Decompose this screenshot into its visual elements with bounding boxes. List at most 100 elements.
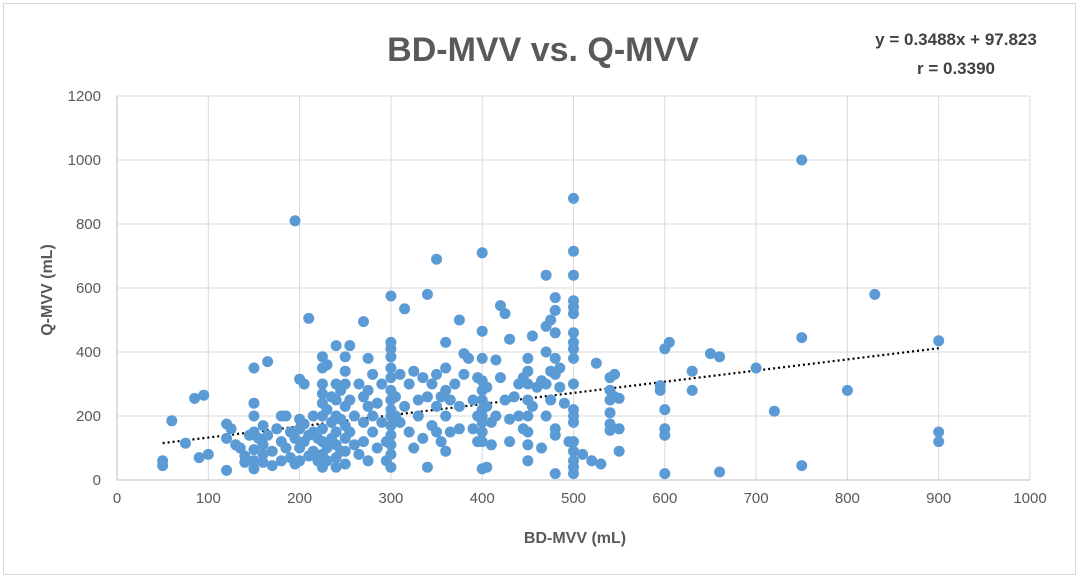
data-point xyxy=(554,362,566,374)
data-point xyxy=(714,351,726,363)
data-point xyxy=(408,365,420,377)
data-point xyxy=(522,455,534,467)
data-point xyxy=(412,410,424,422)
data-point xyxy=(568,468,579,480)
data-point xyxy=(444,394,456,406)
data-point xyxy=(549,327,561,339)
data-point xyxy=(348,439,360,451)
data-point xyxy=(540,410,552,422)
data-point xyxy=(522,426,534,438)
x-tick-label: 300 xyxy=(378,490,403,507)
data-point xyxy=(613,445,625,457)
data-point xyxy=(522,410,534,422)
data-point xyxy=(663,336,675,348)
data-point xyxy=(613,423,625,435)
data-point xyxy=(344,426,356,438)
data-point xyxy=(371,442,383,454)
data-point xyxy=(403,426,415,438)
data-point xyxy=(221,432,233,444)
data-point xyxy=(339,365,351,377)
data-point xyxy=(431,426,443,438)
y-tick-label: 600 xyxy=(76,280,101,297)
data-point xyxy=(568,343,579,355)
data-point xyxy=(526,330,538,342)
data-point xyxy=(408,442,420,454)
data-point xyxy=(504,436,516,448)
data-point xyxy=(458,368,470,380)
data-point xyxy=(280,442,292,454)
data-point xyxy=(933,426,945,438)
data-point xyxy=(841,384,853,396)
data-point xyxy=(549,429,561,441)
trendline-equation: y = 0.3488x + 97.823 xyxy=(875,30,1037,49)
data-point xyxy=(568,378,579,390)
data-point xyxy=(367,426,379,438)
data-point xyxy=(248,463,260,475)
x-tick-label: 400 xyxy=(470,490,495,507)
data-point xyxy=(316,423,328,435)
data-point xyxy=(526,400,538,412)
data-point xyxy=(750,362,762,374)
data-point xyxy=(453,400,465,412)
data-point xyxy=(421,461,433,473)
data-point xyxy=(481,381,493,393)
data-point xyxy=(179,437,191,449)
chart-frame: 0 100 200 300 400 500 600 700 800 900 1000 0 200 400 6… xyxy=(3,3,1076,575)
data-point xyxy=(371,397,383,409)
data-point xyxy=(271,423,283,435)
data-point xyxy=(189,392,201,404)
data-point xyxy=(385,439,397,451)
data-point xyxy=(504,413,516,425)
data-point xyxy=(339,378,351,390)
data-point xyxy=(558,397,570,409)
data-point xyxy=(431,400,443,412)
data-point xyxy=(476,352,488,364)
data-point xyxy=(221,464,233,476)
data-point xyxy=(316,351,328,363)
data-point xyxy=(202,448,214,460)
data-point xyxy=(686,365,698,377)
data-point xyxy=(298,378,310,390)
data-point xyxy=(545,314,557,326)
data-point xyxy=(490,410,502,422)
scatter-chart: 0 100 200 300 400 500 600 700 800 900 1000 0 200 400 6… xyxy=(39,30,1047,547)
data-point xyxy=(431,253,443,265)
data-point xyxy=(248,362,260,374)
data-point xyxy=(166,415,178,427)
data-point xyxy=(494,300,506,312)
data-point xyxy=(440,384,452,396)
data-point xyxy=(376,378,388,390)
data-point xyxy=(604,424,616,436)
data-point xyxy=(545,394,557,406)
data-point xyxy=(504,333,516,345)
data-point xyxy=(385,351,397,363)
data-point xyxy=(339,445,351,457)
data-point xyxy=(467,423,479,435)
data-point xyxy=(568,192,579,204)
data-point xyxy=(540,269,552,281)
data-point xyxy=(494,372,506,384)
data-point xyxy=(431,368,443,380)
data-point xyxy=(307,445,319,457)
data-point xyxy=(330,394,342,406)
x-axis-title: BD-MVV (mL) xyxy=(524,530,626,547)
data-point xyxy=(613,392,625,404)
data-point xyxy=(399,400,411,412)
data-point xyxy=(869,288,881,300)
data-point xyxy=(499,308,511,320)
data-point xyxy=(440,410,452,422)
data-point xyxy=(257,439,269,451)
data-point xyxy=(362,400,374,412)
data-point xyxy=(513,410,525,422)
data-point xyxy=(385,372,397,384)
data-point xyxy=(933,335,945,347)
y-tick-label: 800 xyxy=(76,216,101,233)
data-point xyxy=(344,340,356,352)
data-point xyxy=(659,468,671,480)
data-point xyxy=(522,352,534,364)
data-point xyxy=(449,378,461,390)
data-point xyxy=(248,397,260,409)
data-point xyxy=(467,394,479,406)
data-point xyxy=(275,455,287,467)
correlation-coefficient: r = 0.3390 xyxy=(917,59,995,78)
